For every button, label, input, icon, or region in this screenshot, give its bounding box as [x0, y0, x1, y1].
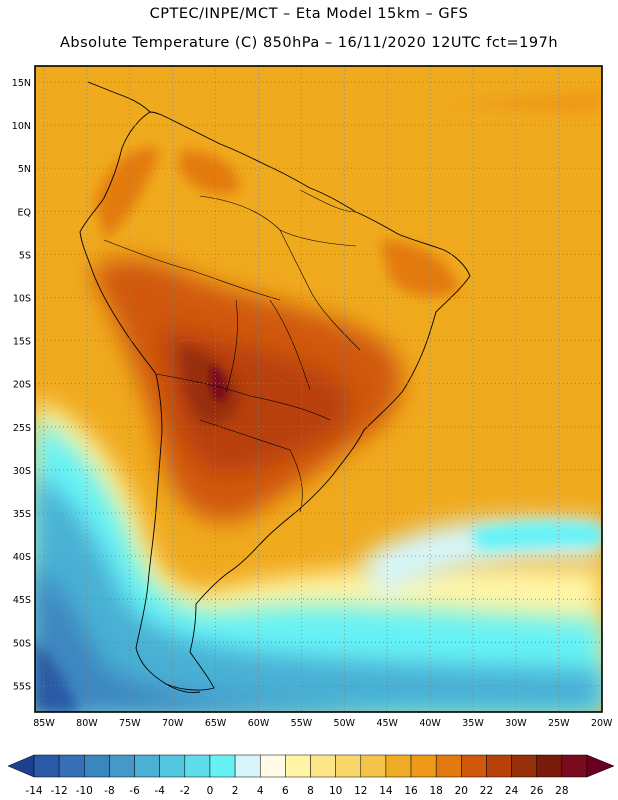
colorbar-box	[33, 754, 60, 778]
lat-label: 15N	[12, 78, 31, 89]
colorbar-label: -8	[104, 785, 114, 797]
lat-label: 30S	[13, 466, 31, 477]
colorbar-box	[84, 754, 110, 778]
colorbar-label: 12	[354, 785, 367, 797]
colorbar-box	[259, 754, 286, 778]
lat-label: 5S	[19, 250, 31, 261]
lon-label: 75W	[119, 718, 141, 729]
lon-label: 85W	[33, 718, 55, 729]
lon-label: 50W	[334, 718, 356, 729]
colorbar-box	[159, 754, 186, 778]
lon-label: 65W	[205, 718, 227, 729]
chart-title-line-2: Absolute Temperature (C) 850hPa – 16/11/…	[59, 35, 559, 51]
colorbar-box	[360, 754, 387, 778]
lat-label: 35S	[13, 509, 31, 520]
colorbar-box	[209, 754, 236, 778]
colorbar-label: 14	[379, 785, 393, 797]
colorbar-box	[461, 754, 487, 778]
latitude-labels: 15N 10N 5N EQ 5S 10S 15S 20S 25S 30S 35S 40S 45S 50S 5…	[12, 78, 31, 692]
lat-label: 50S	[13, 638, 31, 649]
chart-title-line-1: CPTEC/INPE/MCT – Eta Model 15km – GFS	[149, 6, 469, 22]
colorbar-box	[511, 754, 537, 778]
colorbar-box	[310, 754, 336, 778]
colorbar-label: 4	[257, 785, 264, 797]
lon-label: 80W	[76, 718, 98, 729]
colorbar-label: 26	[530, 785, 544, 797]
colorbar-label: 6	[282, 785, 289, 797]
lon-label: 35W	[462, 718, 484, 729]
colorbar	[7, 754, 615, 778]
colorbar-label: 28	[555, 785, 568, 797]
colorbar-box	[486, 754, 512, 778]
colorbar-label: 24	[505, 785, 519, 797]
colorbar-label: -14	[25, 785, 42, 797]
lat-label: 5N	[18, 164, 31, 175]
colorbar-box	[134, 754, 160, 778]
temperature-field	[35, 66, 602, 712]
colorbar-box	[285, 754, 311, 778]
colorbar-max-arrow	[586, 754, 615, 778]
colorbar-min-arrow	[7, 754, 35, 778]
lon-label: 70W	[162, 718, 184, 729]
lat-label: 25S	[13, 423, 31, 434]
colorbar-label: 20	[455, 785, 468, 797]
lon-label: 20W	[591, 718, 613, 729]
lat-label: 40S	[13, 552, 31, 563]
colorbar-label: 16	[404, 785, 418, 797]
lat-label: 55S	[13, 681, 31, 692]
colorbar-box	[536, 754, 563, 778]
colorbar-box	[234, 754, 261, 778]
colorbar-box	[335, 754, 362, 778]
colorbar-label: -2	[180, 785, 190, 797]
colorbar-box	[58, 754, 85, 778]
country-borders	[103, 189, 361, 513]
colorbar-box	[410, 754, 437, 778]
colorbar-labels: -14 -12 -10 -8 -6 -4 -2 0 2 4 6 8 10 12 14 16 18 20 22 24 26…	[25, 785, 568, 797]
lon-label: 45W	[376, 718, 398, 729]
colorbar-box	[184, 754, 211, 778]
lon-label: 60W	[248, 718, 270, 729]
longitude-labels: 85W 80W 75W 70W 65W 60W 55W 50W 45W 40W 35W 30W 25W 2…	[33, 718, 613, 729]
colorbar-label: 18	[429, 785, 442, 797]
colorbar-label: 10	[329, 785, 342, 797]
colorbar-label: -12	[51, 785, 68, 797]
lat-label: 15S	[13, 337, 31, 348]
colorbar-box	[561, 754, 588, 778]
colorbar-box	[109, 754, 135, 778]
colorbar-label: -4	[154, 785, 165, 797]
colorbar-box	[435, 754, 462, 778]
colorbar-label: -6	[129, 785, 140, 797]
coastline	[79, 81, 471, 693]
colorbar-box	[385, 754, 412, 778]
lat-label: 10N	[12, 121, 31, 132]
map-grid	[35, 66, 603, 712]
colorbar-label: -10	[76, 785, 93, 797]
lat-label: 20S	[13, 380, 31, 391]
colorbar-label: 8	[307, 785, 314, 797]
colorbar-label: 2	[232, 785, 239, 797]
lat-label: EQ	[18, 207, 31, 218]
lon-label: 30W	[505, 718, 527, 729]
lon-label: 40W	[419, 718, 441, 729]
lon-label: 55W	[291, 718, 313, 729]
map-frame	[34, 65, 603, 713]
lon-label: 25W	[548, 718, 570, 729]
colorbar-label: 22	[480, 785, 493, 797]
colorbar-label: 0	[207, 785, 214, 797]
lat-label: 45S	[13, 595, 31, 606]
lat-label: 10S	[13, 294, 31, 305]
